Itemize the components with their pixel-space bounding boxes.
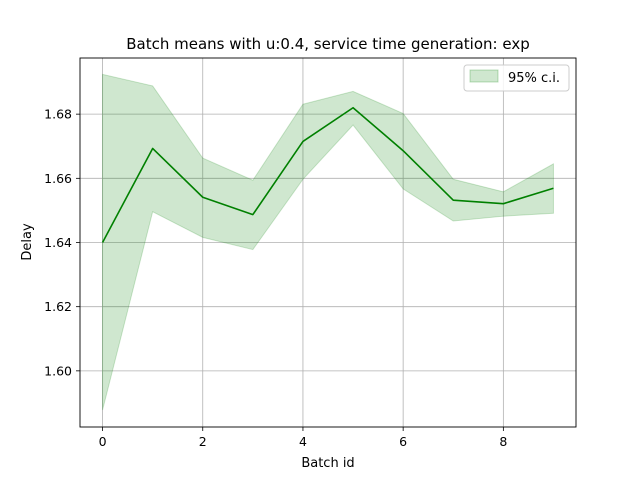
y-tick-label: 1.60 [44, 363, 72, 378]
legend-box [463, 64, 570, 92]
y-axis-label: Delay [20, 223, 35, 261]
x-tick-label: 8 [499, 434, 507, 449]
grid [80, 58, 576, 427]
series-line [101, 106, 554, 243]
confidence-band-area [102, 73, 554, 411]
confidence-band [102, 73, 554, 411]
x-axis-label: Batch id [301, 456, 354, 471]
x-axis: 0 2 4 6 8 [99, 427, 507, 449]
y-axis: 1.60 1.62 1.64 1.66 1.68 [44, 107, 80, 378]
y-tick-label: 1.64 [44, 235, 72, 250]
chart-title: Batch means with u:0.4, service time gen… [126, 35, 529, 53]
x-tick-label: 2 [199, 434, 207, 449]
y-tick-label: 1.68 [44, 107, 72, 122]
series-lines [101, 106, 554, 243]
y-tick-label: 1.62 [44, 299, 72, 314]
legend-swatch [469, 69, 499, 83]
x-tick-label: 6 [399, 434, 407, 449]
legend-label: 95% c.i. [508, 71, 560, 86]
legend: 95% c.i. [463, 64, 570, 92]
x-tick-label: 4 [299, 434, 307, 449]
y-tick-label: 1.66 [44, 171, 72, 186]
x-tick-label: 0 [99, 434, 107, 449]
